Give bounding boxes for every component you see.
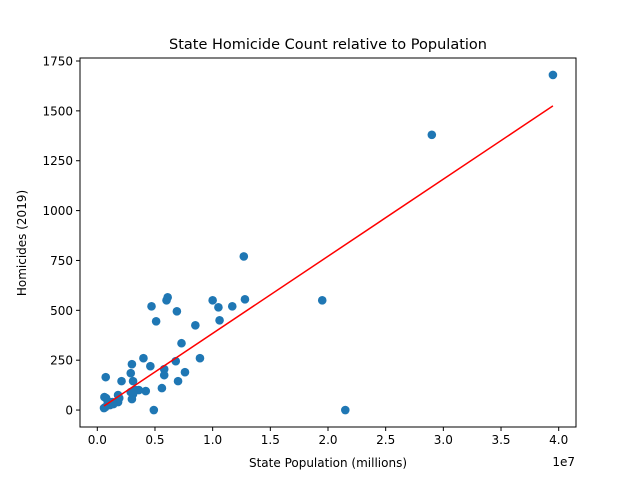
y-tick-label: 250: [50, 354, 73, 368]
x-axis-label: State Population (millions): [249, 456, 407, 470]
y-tick-label: 1750: [42, 54, 73, 68]
x-tick-label: 2.0: [318, 433, 337, 447]
y-tick-label: 0: [65, 404, 73, 418]
scatter-point: [151, 316, 161, 326]
scatter-point: [195, 353, 205, 363]
scatter-point: [427, 130, 437, 140]
scatter-point: [341, 405, 350, 415]
scatter-point: [99, 403, 109, 413]
scatter-point: [117, 376, 126, 386]
y-tick-label: 500: [50, 304, 73, 318]
scatter-point: [127, 359, 137, 369]
x-tick-label: 1.5: [261, 433, 280, 447]
y-tick-label: 1000: [42, 204, 73, 218]
axes: 0.0 0.5 1.0 1.5 2.0 2.5 3.0 3.5 4.0 0 250 500 750 100…: [42, 54, 577, 447]
scatter-point: [208, 296, 217, 305]
scatter-point: [157, 383, 167, 393]
x-tick-label: 1.0: [203, 433, 222, 447]
scatter-point: [149, 405, 159, 415]
scatter-point: [147, 302, 156, 311]
y-tick-label: 750: [50, 254, 73, 268]
trend-line: [103, 105, 554, 407]
scatter-point: [100, 392, 109, 402]
scatter-point: [215, 315, 224, 325]
scatter-point: [139, 353, 148, 363]
x-axis-offset-text: 1e7: [552, 455, 575, 469]
scatter-point: [141, 386, 151, 396]
scatter-point: [173, 376, 183, 386]
scatter-point: [146, 361, 155, 371]
scatter-point: [548, 70, 558, 80]
x-tick-label: 3.0: [434, 433, 453, 447]
scatter-point: [126, 387, 136, 397]
x-tick-label: 3.5: [491, 433, 510, 447]
scatter-point: [227, 302, 237, 311]
scatter-point: [159, 370, 169, 380]
scatter-point: [101, 372, 111, 382]
scatter-point: [128, 376, 138, 386]
scatter-point: [191, 320, 200, 330]
scatter-point: [240, 295, 250, 304]
scatter-point: [180, 367, 190, 377]
plot-area: [99, 70, 558, 415]
scatter-point: [317, 296, 327, 305]
scatter-point: [214, 303, 223, 312]
scatter-point: [177, 338, 186, 348]
y-tick-label: 1250: [42, 154, 73, 168]
x-tick-label: 4.0: [549, 433, 568, 447]
scatter-point: [239, 252, 249, 261]
scatter-point: [172, 307, 182, 316]
scatter-point: [126, 368, 136, 378]
x-tick-label: 0.5: [145, 433, 164, 447]
y-tick-label: 1500: [42, 104, 73, 118]
x-tick-label: 0.0: [88, 433, 107, 447]
scatter-point: [162, 296, 171, 305]
chart-title: State Homicide Count relative to Populat…: [169, 37, 487, 53]
x-tick-label: 2.5: [376, 433, 395, 447]
y-axis-label: Homicides (2019): [15, 190, 29, 296]
scatter-point: [127, 394, 137, 404]
